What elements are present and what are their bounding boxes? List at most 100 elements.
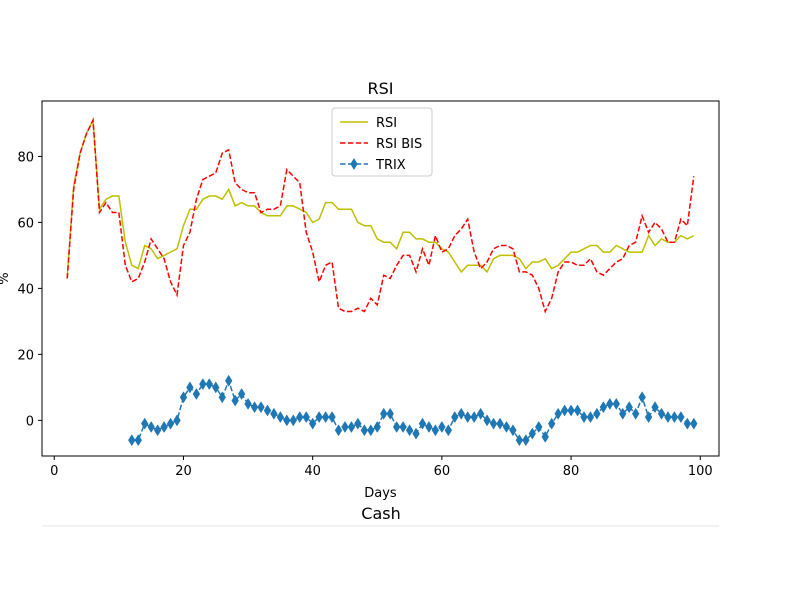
data-point xyxy=(612,397,620,410)
data-point xyxy=(308,417,317,430)
x-axis-ticks: 0 20 40 60 80 100 xyxy=(50,456,713,479)
data-point xyxy=(354,417,362,430)
x-tick-label: 0 xyxy=(50,464,58,479)
data-point xyxy=(651,401,659,414)
data-point xyxy=(464,411,472,424)
data-point xyxy=(425,420,433,433)
legend-item: RSI BIS xyxy=(340,137,422,152)
data-point xyxy=(173,414,181,427)
data-point xyxy=(657,407,666,420)
series-rsi xyxy=(66,117,695,279)
data-point xyxy=(328,411,336,424)
data-point xyxy=(502,420,511,433)
data-point xyxy=(257,401,265,414)
data-point xyxy=(141,417,149,430)
legend-label: RSI xyxy=(376,116,397,131)
data-point xyxy=(599,401,608,414)
data-point xyxy=(392,420,401,433)
x-tick-label: 60 xyxy=(434,464,451,479)
data-point xyxy=(670,411,679,424)
data-point xyxy=(444,424,453,437)
series-line xyxy=(66,117,695,314)
data-point xyxy=(580,411,588,424)
data-point xyxy=(509,424,517,437)
plot-frame xyxy=(41,100,720,457)
data-point xyxy=(483,414,491,427)
x-tick-label: 40 xyxy=(304,464,321,479)
y-axis-ticks: 0 20 40 60 80 xyxy=(17,150,42,429)
data-point xyxy=(560,404,569,417)
data-point xyxy=(237,387,246,400)
data-point xyxy=(199,378,207,391)
data-point xyxy=(380,407,388,420)
y-tick-label: 60 xyxy=(17,216,34,231)
legend-label: RSI BIS xyxy=(376,137,422,152)
data-point xyxy=(399,420,407,433)
legend: RSI RSI BIS TRIX xyxy=(331,107,433,177)
cash-chart: Cash xyxy=(42,504,719,527)
data-point xyxy=(567,404,575,417)
legend-item: RSI xyxy=(340,116,397,131)
data-point xyxy=(625,401,633,414)
x-tick-label: 100 xyxy=(688,464,713,479)
y-tick-label: 0 xyxy=(26,414,34,429)
legend-label: TRIX xyxy=(375,158,406,173)
legend-item: TRIX xyxy=(340,158,406,173)
data-point xyxy=(315,411,323,424)
x-axis-label: Days xyxy=(364,486,397,501)
data-point xyxy=(476,407,485,420)
data-point xyxy=(638,391,646,404)
legend-box xyxy=(331,107,433,177)
data-point xyxy=(147,420,155,433)
data-point xyxy=(218,391,226,404)
series-line xyxy=(131,378,694,441)
data-point xyxy=(683,417,692,430)
data-point xyxy=(166,417,175,430)
data-point xyxy=(470,411,478,424)
data-point xyxy=(405,424,414,437)
data-point xyxy=(270,407,278,420)
plot-area xyxy=(66,117,698,447)
data-point xyxy=(412,427,420,440)
data-point xyxy=(373,420,381,433)
data-point xyxy=(192,387,201,400)
data-point xyxy=(263,404,272,417)
data-point xyxy=(302,411,310,424)
data-point xyxy=(496,417,504,430)
y-tick-label: 40 xyxy=(17,282,34,297)
y-axis-label: % xyxy=(0,272,12,284)
data-point xyxy=(515,434,524,447)
data-point xyxy=(631,407,640,420)
data-point xyxy=(334,424,343,437)
data-point xyxy=(418,417,427,430)
data-point xyxy=(677,411,685,424)
data-point xyxy=(573,404,582,417)
data-point xyxy=(179,391,188,404)
data-point xyxy=(431,424,440,437)
data-point xyxy=(224,374,233,387)
y-tick-label: 20 xyxy=(17,348,34,363)
data-point xyxy=(489,417,498,430)
data-point xyxy=(244,397,252,410)
chart-title: RSI xyxy=(368,79,394,98)
data-point xyxy=(276,411,285,424)
data-point xyxy=(451,411,459,424)
data-point xyxy=(289,414,297,427)
data-point xyxy=(347,420,356,433)
data-point xyxy=(386,407,394,420)
data-point xyxy=(367,424,375,437)
series-line xyxy=(66,117,695,279)
data-point xyxy=(212,381,220,394)
legend-marker xyxy=(350,158,358,170)
data-point xyxy=(160,420,168,433)
data-point xyxy=(664,411,672,424)
data-point xyxy=(153,424,162,437)
data-point xyxy=(134,434,142,447)
data-point xyxy=(522,434,530,447)
data-point xyxy=(457,407,465,420)
data-point xyxy=(690,417,698,430)
data-point xyxy=(296,411,304,424)
